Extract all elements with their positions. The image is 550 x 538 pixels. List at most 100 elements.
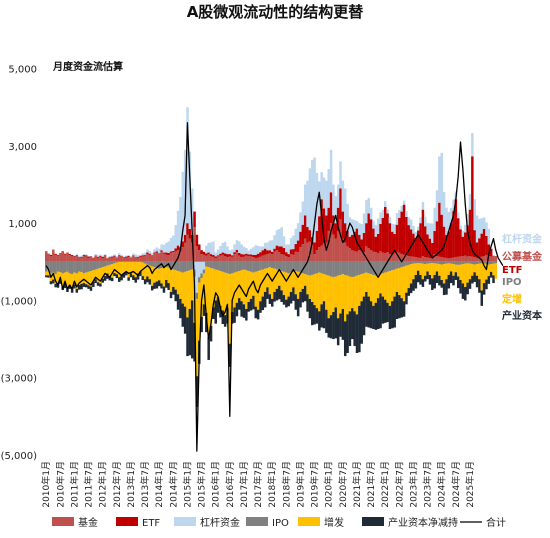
bar-IPO xyxy=(459,262,462,265)
bar-IPO xyxy=(94,262,97,270)
bar-产业资本净减持 xyxy=(438,276,441,286)
bar-产业资本净减持 xyxy=(396,292,399,319)
x-tick-label: 2023年1月 xyxy=(407,461,419,508)
bar-增发 xyxy=(417,263,420,271)
bar-IPO xyxy=(66,262,69,272)
bar-ETF xyxy=(236,250,239,252)
bar-产业资本净减持 xyxy=(172,287,175,295)
bar-基金 xyxy=(160,252,163,262)
bar-杠杆资金 xyxy=(203,262,206,270)
bar-增发 xyxy=(448,263,451,275)
bar-基金 xyxy=(99,257,102,262)
y-tick-label: (5,000) xyxy=(1,451,38,462)
bar-杠杆资金 xyxy=(309,168,312,230)
bar-增发 xyxy=(174,270,177,289)
bar-基金 xyxy=(69,255,72,262)
bar-IPO xyxy=(217,262,220,271)
bar-增发 xyxy=(426,264,429,272)
bar-产业资本净减持 xyxy=(177,294,180,309)
bar-ETF xyxy=(205,253,208,255)
bar-ETF xyxy=(247,254,250,256)
bar-ETF xyxy=(189,229,192,239)
bar-ETF xyxy=(269,250,272,253)
bar-杠杆资金 xyxy=(400,206,403,212)
bar-基金 xyxy=(205,256,208,262)
bar-ETF xyxy=(106,258,109,259)
bar-杠杆资金 xyxy=(403,201,406,205)
bar-增发 xyxy=(360,274,363,301)
bar-增发 xyxy=(309,276,312,299)
bar-基金 xyxy=(318,247,321,262)
bar-产业资本净减持 xyxy=(299,292,302,307)
x-tick-label: 2020年1月 xyxy=(323,461,335,508)
bar-产业资本净减持 xyxy=(292,287,295,301)
bar-增发 xyxy=(191,270,194,301)
bar-基金 xyxy=(153,253,156,262)
bar-产业资本净减持 xyxy=(351,308,354,339)
bar-基金 xyxy=(299,247,302,262)
bar-基金 xyxy=(438,257,441,262)
bar-增发 xyxy=(429,263,432,275)
x-tick-label: 2019年7月 xyxy=(309,461,321,508)
bar-增发 xyxy=(264,269,267,292)
bar-IPO xyxy=(353,262,356,277)
bar-增发 xyxy=(132,262,135,276)
bar-杠杆资金 xyxy=(433,208,436,231)
bar-杠杆资金 xyxy=(429,223,432,238)
bar-杠杆资金 xyxy=(97,255,100,257)
bar-IPO xyxy=(410,262,413,264)
bar-杠杆资金 xyxy=(94,254,97,255)
bar-ETF xyxy=(273,249,276,252)
bar-基金 xyxy=(379,251,382,262)
bar-ETF xyxy=(85,255,88,256)
bar-基金 xyxy=(412,257,415,262)
bar-增发 xyxy=(473,265,476,273)
bar-产业资本净减持 xyxy=(285,300,288,308)
bar-产业资本净减持 xyxy=(358,306,361,352)
bar-IPO xyxy=(212,262,215,269)
bar-产业资本净减持 xyxy=(313,305,316,324)
bar-IPO xyxy=(285,262,288,273)
bar-IPO xyxy=(252,262,255,273)
bar-ETF xyxy=(422,210,425,256)
bar-增发 xyxy=(137,262,140,274)
bar-IPO xyxy=(445,262,448,264)
bar-基金 xyxy=(457,257,460,262)
bar-基金 xyxy=(377,253,380,262)
bar-IPO xyxy=(113,262,116,264)
bar-基金 xyxy=(80,258,83,262)
bar-基金 xyxy=(52,250,55,262)
bar-ETF xyxy=(116,258,119,259)
bar-ETF xyxy=(90,256,93,257)
bar-IPO xyxy=(245,262,248,271)
bar-基金 xyxy=(165,254,168,261)
end-label: 定增 xyxy=(502,293,522,306)
bar-产业资本净减持 xyxy=(167,283,170,290)
bar-杠杆资金 xyxy=(219,246,222,254)
bar-产业资本净减持 xyxy=(87,285,90,288)
bar-ETF xyxy=(365,223,368,246)
bar-ETF xyxy=(342,212,345,239)
bar-IPO xyxy=(236,262,239,272)
bar-ETF xyxy=(410,229,413,256)
bar-基金 xyxy=(356,252,359,262)
bar-产业资本净减持 xyxy=(132,275,135,280)
bar-产业资本净减持 xyxy=(457,277,460,289)
bar-ETF xyxy=(186,223,189,235)
bar-IPO xyxy=(287,262,290,274)
bar-产业资本净减持 xyxy=(311,302,314,325)
bar-杠杆资金 xyxy=(262,246,265,250)
bar-基金 xyxy=(448,258,451,261)
bar-ETF xyxy=(69,254,72,255)
bar-增发 xyxy=(403,266,406,301)
bar-ETF xyxy=(405,217,408,256)
bar-增发 xyxy=(125,262,128,272)
bar-产业资本净减持 xyxy=(144,279,147,284)
bar-产业资本净减持 xyxy=(445,279,448,294)
bar-IPO xyxy=(431,262,434,263)
bar-IPO xyxy=(52,262,55,273)
bar-IPO xyxy=(69,262,72,274)
bar-杠杆资金 xyxy=(146,249,149,252)
bar-产业资本净减持 xyxy=(363,297,366,336)
end-label: 公募基金 xyxy=(502,250,543,263)
